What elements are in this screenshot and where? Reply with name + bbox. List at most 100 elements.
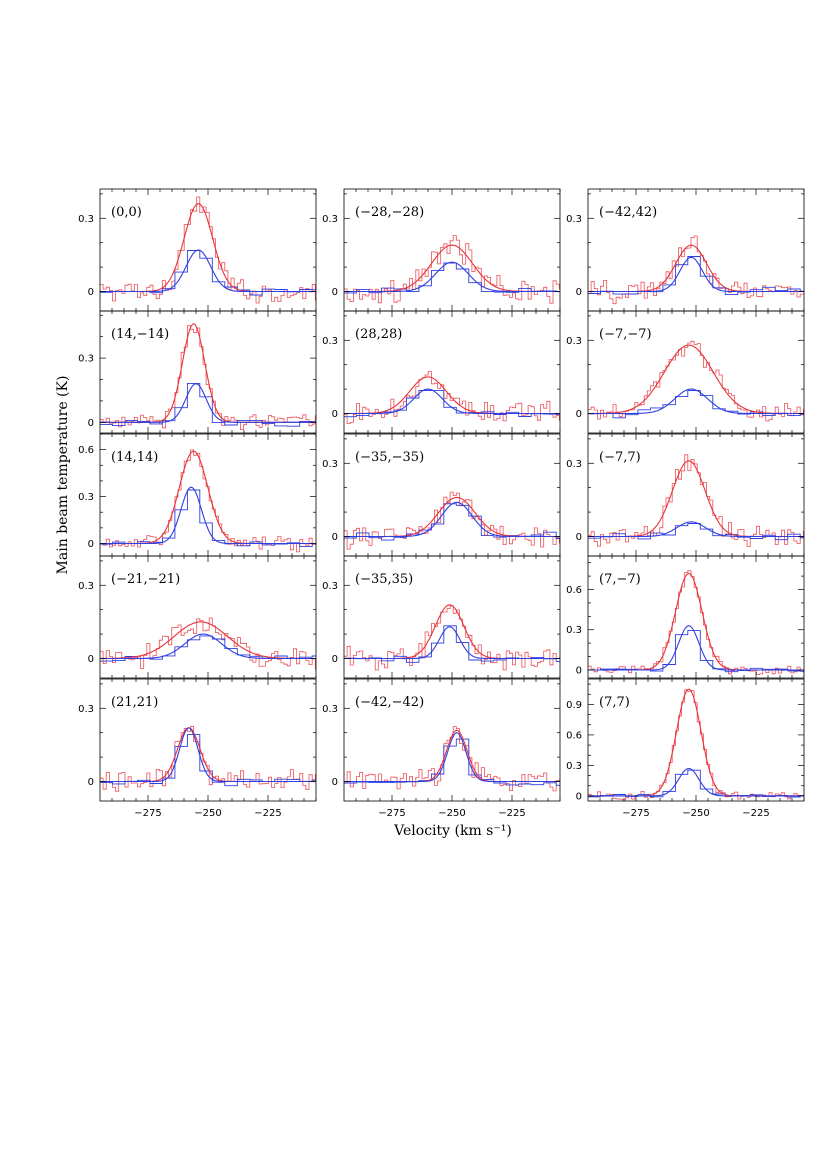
blue-gaussian-fit [344,261,560,293]
y-tick-label: 0.3 [566,625,582,636]
red-gaussian-fit [588,572,804,671]
panel-position-label: (−42,42) [599,205,657,220]
panel-9: 0 0.3 (−7,7) [566,433,805,557]
panel-plot-area [100,617,316,670]
y-tick-label: 0.3 [566,459,582,470]
panel-plot-area [588,688,804,801]
panel-plot-area [344,726,560,792]
panel-position-label: (−7,−7) [599,327,652,342]
red-gaussian-fit [344,604,560,660]
y-tick-label: 0.6 [566,730,582,741]
y-tick-label: 0.6 [78,445,94,456]
red-spectrum-histogram [588,340,804,422]
blue-gaussian-fit [344,732,560,783]
panel-14: 0 0.3 −275 −250 −225 (−42,−42) [322,678,561,819]
panels-group: 0 0.3 (0,0) 0 0.3 (−28,−28) 0 0.3 (−42,42) 0 0.3 (1… [78,188,805,819]
x-axis-title: Velocity (km s⁻¹) [393,823,512,839]
y-tick-label: 0 [576,791,582,802]
red-spectrum-histogram [344,605,560,671]
panel-1: 0 0.3 (0,0) [78,188,317,312]
red-spectrum-histogram [344,235,560,304]
y-tick-label: 0 [88,654,94,665]
y-tick-label: 0 [576,409,582,420]
panel-7: 0 0.3 0.6 (14,14) [78,433,317,557]
panel-position-label: (−21,−21) [111,572,180,587]
blue-spectrum-histogram [588,523,804,541]
panel-plot-area [344,235,560,304]
panel-plot-area [100,725,316,792]
y-tick-label: 0.3 [322,459,338,470]
y-tick-label: 0.3 [78,704,94,715]
blue-gaussian-fit [344,388,560,415]
panel-plot-area [344,491,560,550]
y-tick-label: 0.3 [322,336,338,347]
y-tick-label: 0 [88,287,94,298]
panel-position-label: (14,14) [111,450,158,465]
panel-position-label: (7,7) [599,695,630,710]
y-tick-label: 0 [576,665,582,676]
blue-spectrum-histogram [588,630,804,673]
panel-position-label: (−35,−35) [355,450,424,465]
blue-spectrum-histogram [100,250,316,296]
blue-spectrum-histogram [588,769,804,798]
y-tick-label: 0 [576,287,582,298]
panel-15: 0 0.3 0.6 0.9 −275 −250 −225 (7,7) [566,678,805,819]
y-tick-label: 0.3 [78,354,94,365]
panel-position-label: (0,0) [111,205,142,220]
red-spectrum-histogram [100,449,316,553]
y-tick-label: 0 [88,539,94,550]
panel-plot-area [100,323,316,430]
panel-2: 0 0.3 (−28,−28) [322,188,561,312]
panel-13: 0 0.3 −275 −250 −225 (21,21) [78,678,317,819]
blue-spectrum-histogram [344,503,560,541]
panel-plot-area [100,196,316,304]
y-tick-label: 0.3 [566,761,582,772]
panel-4: 0 0.3 (14,−14) [78,310,317,434]
y-tick-label: 0 [332,532,338,543]
y-tick-label: 0 [332,654,338,665]
y-tick-label: 0 [576,532,582,543]
blue-gaussian-fit [344,626,560,660]
panel-5: 0 0.3 (28,28) [322,310,561,434]
blue-spectrum-histogram [344,738,560,786]
red-gaussian-fit [588,460,804,538]
panel-plot-area [344,604,560,671]
blue-spectrum-histogram [344,262,560,294]
y-tick-label: 0 [332,777,338,788]
red-gaussian-fit [344,496,560,538]
panel-8: 0 0.3 (−35,−35) [322,433,561,557]
blue-gaussian-fit [588,521,804,538]
y-tick-label: 0.3 [78,492,94,503]
panel-position-label: (−28,−28) [355,205,424,220]
red-gaussian-fit [588,244,804,293]
panel-position-label: (28,28) [355,327,402,342]
red-spectrum-histogram [344,371,560,424]
panel-position-label: (14,−14) [111,327,169,342]
y-tick-label: 0 [332,409,338,420]
y-tick-label: 0 [332,287,338,298]
blue-gaussian-fit [588,767,804,797]
red-spectrum-histogram [100,725,316,792]
blue-gaussian-fit [588,388,804,415]
panel-plot-area [588,570,804,675]
red-gaussian-fit [100,727,316,783]
x-tick-label: −225 [254,808,281,819]
y-tick-label: 0 [88,418,94,429]
panel-plot-area [344,371,560,424]
x-tick-label: −275 [134,808,161,819]
blue-gaussian-fit [100,249,316,293]
x-tick-label: −275 [378,808,405,819]
y-tick-label: 0.9 [566,700,582,711]
panel-3: 0 0.3 (−42,42) [566,188,805,312]
panel-plot-area [588,340,804,422]
panel-10: 0 0.3 (−21,−21) [78,555,317,679]
blue-gaussian-fit [100,727,316,783]
panel-plot-area [588,454,804,547]
blue-spectrum-histogram [588,256,804,296]
blue-gaussian-fit [100,383,316,423]
panel-plot-area [588,235,804,305]
y-tick-label: 0.3 [78,581,94,592]
red-spectrum-histogram [100,617,316,670]
y-tick-label: 0.3 [322,214,338,225]
